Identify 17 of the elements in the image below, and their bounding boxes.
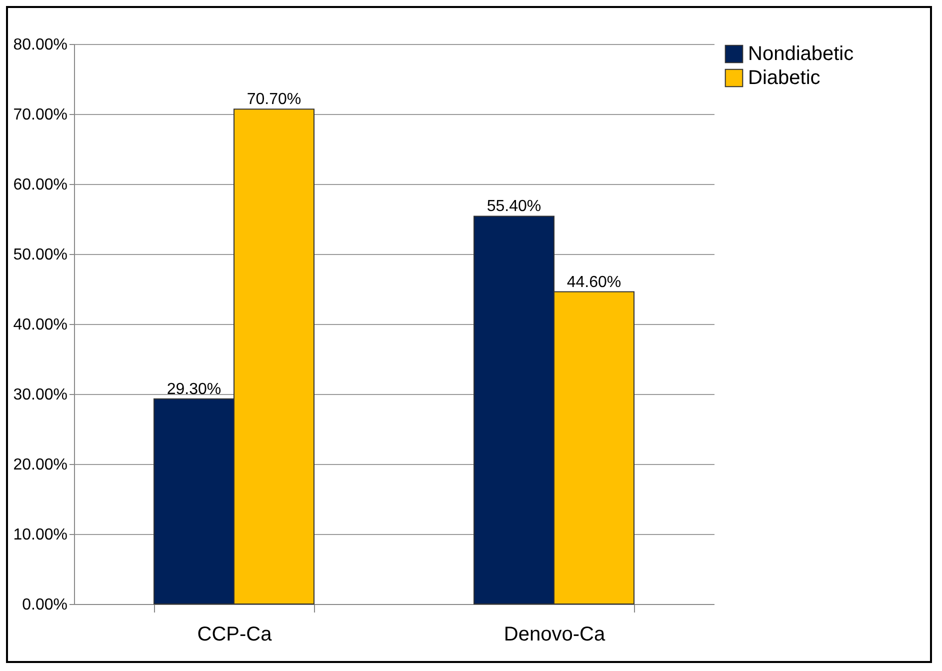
data-label: 29.30%: [166, 380, 222, 398]
y-tick-label: 70.00%: [13, 106, 68, 124]
x-tick-label: Denovo-Ca: [504, 624, 606, 646]
legend-label: Diabetic: [748, 67, 820, 89]
y-tick-label: 0.00%: [22, 596, 68, 614]
y-tick-label: 30.00%: [13, 386, 68, 404]
y-tick-label: 80.00%: [13, 36, 68, 54]
y-tick-label: 40.00%: [13, 316, 68, 334]
legend-label: Nondiabetic: [748, 43, 854, 65]
data-label: 44.60%: [566, 274, 622, 291]
y-tick-label: 20.00%: [13, 456, 68, 474]
y-tick-label: 10.00%: [13, 526, 68, 544]
data-label: 55.40%: [486, 198, 542, 216]
x-tick-label: CCP-Ca: [197, 624, 273, 646]
y-tick-label: 60.00%: [13, 176, 68, 194]
data-label: 70.70%: [246, 91, 302, 108]
y-tick-label: 50.00%: [13, 246, 68, 264]
